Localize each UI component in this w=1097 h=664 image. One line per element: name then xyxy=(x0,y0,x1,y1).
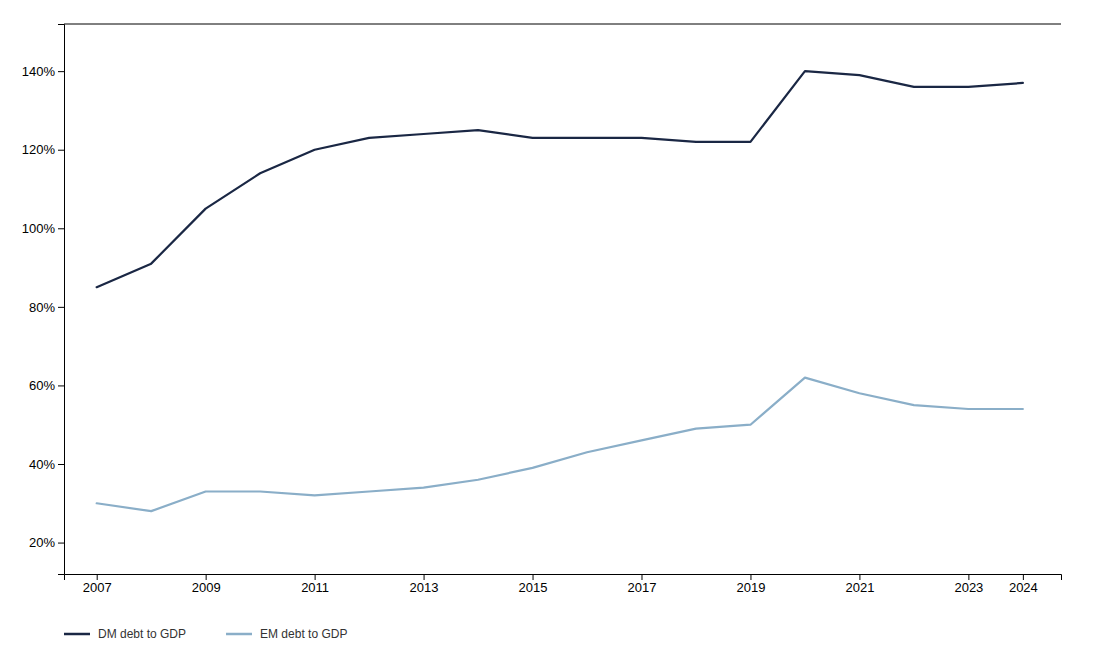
tick-label: 40% xyxy=(29,457,55,472)
x-axis: 2007 2009 2011 2013 2015 2017 2019 2021 2023 2024 xyxy=(65,574,1062,595)
tick-mark xyxy=(424,574,425,580)
chart: 2007 2009 2011 2013 2015 2017 2019 2021 2023 2024… xyxy=(0,0,1097,664)
legend-item: EM debt to GDP xyxy=(226,627,347,641)
tick: 80% xyxy=(29,300,64,315)
tick-label: 2011 xyxy=(301,580,329,595)
plot: 2007 2009 2011 2013 2015 2017 2019 2021 2023 2024… xyxy=(22,24,1062,595)
frame-top xyxy=(64,24,1061,25)
tick-label: 2013 xyxy=(410,580,439,595)
legend-swatch xyxy=(226,633,252,636)
legend: DM debt to GDP EM debt to GDP xyxy=(64,627,347,641)
tick: 40% xyxy=(29,457,64,472)
tick: 2009 xyxy=(192,574,221,595)
tick-mark xyxy=(58,307,64,308)
tick: 20% xyxy=(29,535,64,550)
tick: 60% xyxy=(29,378,64,393)
tick-mark xyxy=(206,574,207,580)
tick-mark xyxy=(58,71,64,72)
tick: 140% xyxy=(22,64,64,79)
tick-mark xyxy=(97,574,98,580)
tick-label: 80% xyxy=(29,300,55,315)
tick: 2015 xyxy=(519,574,548,595)
tick: 2011 xyxy=(301,574,329,595)
tick-label: 2009 xyxy=(192,580,221,595)
tick: 2021 xyxy=(845,574,874,595)
axis-line xyxy=(58,25,65,575)
tick-label: 2019 xyxy=(736,580,765,595)
tick: 2017 xyxy=(628,574,657,595)
tick-mark xyxy=(859,574,860,580)
tick: 2019 xyxy=(736,574,765,595)
tick: 120% xyxy=(22,142,64,157)
tick-mark xyxy=(58,543,64,544)
tick-label: 20% xyxy=(29,535,55,550)
tick-label: 100% xyxy=(22,221,56,236)
legend-swatch xyxy=(64,633,90,636)
tick: 2024 xyxy=(1009,574,1038,595)
series-line xyxy=(97,378,1023,512)
series-line xyxy=(97,71,1023,287)
tick: 2007 xyxy=(83,574,112,595)
tick: 2023 xyxy=(954,574,983,595)
tick-label: 2007 xyxy=(83,580,112,595)
tick-mark xyxy=(58,228,64,229)
tick: 2013 xyxy=(410,574,439,595)
tick-label: 120% xyxy=(22,142,56,157)
legend-label: EM debt to GDP xyxy=(260,627,347,641)
tick-label: 2021 xyxy=(845,580,874,595)
tick-mark xyxy=(533,574,534,580)
tick-label: 2017 xyxy=(628,580,657,595)
tick-label: 140% xyxy=(22,64,56,79)
tick-mark xyxy=(968,574,969,580)
tick-label: 60% xyxy=(29,378,55,393)
tick-mark xyxy=(750,574,751,580)
tick: 100% xyxy=(22,221,64,236)
marks xyxy=(97,71,1023,511)
tick-mark xyxy=(58,464,64,465)
axis-line xyxy=(65,575,1062,581)
tick-mark xyxy=(1023,574,1024,580)
legend-label: DM debt to GDP xyxy=(98,627,186,641)
tick-mark xyxy=(58,385,64,386)
y-axis: 20% 40% 60% 80% 100% 120% 140% xyxy=(22,25,65,575)
tick-label: 2015 xyxy=(519,580,548,595)
tick-mark xyxy=(315,574,316,580)
tick-label: 2023 xyxy=(954,580,983,595)
legend-item: DM debt to GDP xyxy=(64,627,186,641)
tick-label: 2024 xyxy=(1009,580,1038,595)
tick-mark xyxy=(58,150,64,151)
tick-mark xyxy=(641,574,642,580)
